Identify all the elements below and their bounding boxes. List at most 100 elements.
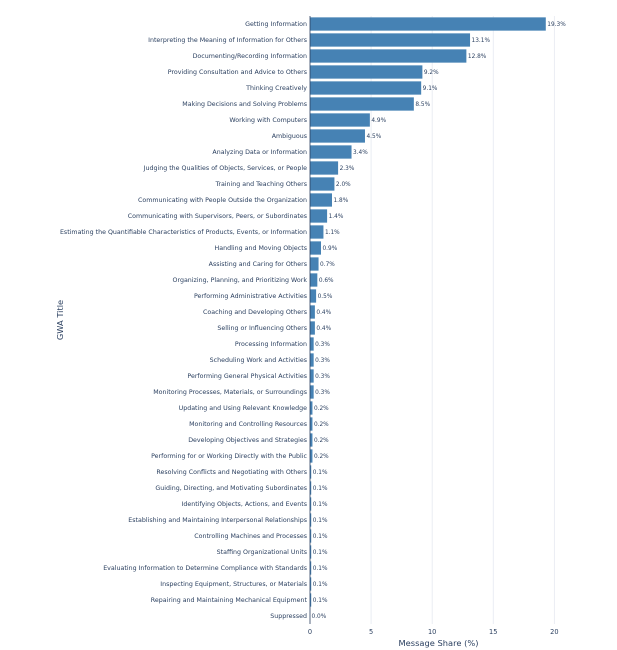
- category-label: Performing General Physical Activities: [187, 373, 307, 380]
- x-tick-label: 10: [428, 628, 436, 636]
- value-label: 1.8%: [333, 198, 348, 204]
- bar: [310, 17, 546, 30]
- bar: [310, 353, 314, 366]
- bar: [310, 225, 323, 238]
- bar: [310, 49, 466, 62]
- bar-chart: Getting InformationInterpreting the Mean…: [0, 0, 617, 650]
- category-label: Coaching and Developing Others: [203, 309, 307, 316]
- category-label: Guiding, Directing, and Motivating Subor…: [155, 485, 307, 492]
- value-label: 0.5%: [318, 294, 333, 300]
- x-axis-title: Message Share (%): [399, 638, 479, 648]
- y-axis-title: GWA Title: [55, 300, 65, 340]
- value-label: 8.5%: [415, 102, 430, 108]
- value-label: 0.1%: [313, 470, 328, 476]
- bar: [310, 241, 321, 254]
- category-label: Handling and Moving Objects: [215, 245, 307, 252]
- value-label: 1.1%: [325, 230, 340, 236]
- value-label: 0.4%: [316, 310, 331, 316]
- bar: [310, 369, 314, 382]
- category-label: Analyzing Data or Information: [212, 149, 307, 156]
- value-label: 0.1%: [313, 598, 328, 604]
- value-label: 0.3%: [315, 374, 330, 380]
- value-label: 0.1%: [313, 486, 328, 492]
- value-label: 0.6%: [319, 278, 334, 284]
- category-label: Working with Computers: [229, 117, 307, 124]
- category-label: Developing Objectives and Strategies: [188, 437, 307, 444]
- category-label: Suppressed: [270, 613, 307, 620]
- bar: [310, 385, 314, 398]
- value-label: 0.1%: [313, 550, 328, 556]
- value-label: 0.1%: [313, 502, 328, 508]
- category-label: Communicating with Supervisors, Peers, o…: [128, 213, 307, 220]
- category-label: Interpreting the Meaning of Information …: [148, 37, 307, 44]
- category-label: Making Decisions and Solving Problems: [182, 101, 307, 108]
- value-label: 0.2%: [314, 422, 329, 428]
- category-label: Thinking Creatively: [245, 85, 307, 92]
- bar: [310, 145, 352, 158]
- bar: [310, 81, 421, 94]
- bar: [310, 337, 314, 350]
- category-label: Training and Teaching Others: [214, 181, 307, 188]
- bar: [310, 113, 370, 126]
- value-label: 0.1%: [313, 566, 328, 572]
- value-label: 0.2%: [314, 454, 329, 460]
- value-label: 4.9%: [371, 118, 386, 124]
- category-label: Identifying Objects, Actions, and Events: [182, 501, 307, 508]
- category-label: Organizing, Planning, and Prioritizing W…: [173, 277, 308, 284]
- category-label: Judging the Qualities of Objects, Servic…: [143, 165, 308, 172]
- category-label: Documenting/Recording Information: [193, 53, 307, 60]
- value-label: 9.2%: [424, 70, 439, 76]
- category-label: Assisting and Caring for Others: [209, 261, 307, 268]
- value-label: 0.7%: [320, 262, 335, 268]
- category-label: Staffing Organizational Units: [217, 549, 307, 556]
- x-tick-label: 15: [489, 628, 497, 636]
- bar: [310, 177, 334, 190]
- value-label: 0.9%: [322, 246, 337, 252]
- value-label: 2.3%: [340, 166, 355, 172]
- value-labels: 19.3% 13.1% 12.8% 9.2% 9.1% 8.5% 4.9% 4.5% 3.4% 2…: [312, 22, 567, 620]
- category-label: Updating and Using Relevant Knowledge: [179, 405, 308, 412]
- x-axis-ticks: 0 5 10 15 20: [308, 628, 559, 636]
- value-label: 12.8%: [468, 54, 487, 60]
- category-label: Controlling Machines and Processes: [194, 533, 307, 540]
- value-label: 9.1%: [423, 86, 438, 92]
- category-label: Evaluating Information to Determine Comp…: [103, 565, 307, 572]
- bar: [310, 97, 414, 110]
- value-label: 4.5%: [366, 134, 381, 140]
- value-label: 13.1%: [472, 38, 491, 44]
- category-label: Monitoring and Controlling Resources: [189, 421, 307, 428]
- category-label: Establishing and Maintaining Interperson…: [128, 517, 307, 524]
- bar: [310, 193, 332, 206]
- value-label: 0.4%: [316, 326, 331, 332]
- category-label: Estimating the Quantifiable Characterist…: [60, 229, 307, 236]
- value-label: 0.2%: [314, 406, 329, 412]
- category-label: Repairing and Maintaining Mechanical Equ…: [151, 597, 308, 604]
- bar: [310, 129, 365, 142]
- value-label: 0.1%: [313, 518, 328, 524]
- value-label: 3.4%: [353, 150, 368, 156]
- category-label: Selling or Influencing Others: [217, 325, 307, 332]
- x-tick-label: 0: [308, 628, 312, 636]
- category-label: Performing Administrative Activities: [194, 293, 307, 300]
- category-label: Scheduling Work and Activities: [210, 357, 307, 364]
- value-label: 2.0%: [336, 182, 351, 188]
- x-tick-label: 5: [369, 628, 373, 636]
- bar: [310, 273, 317, 286]
- category-label: Inspecting Equipment, Structures, or Mat…: [160, 581, 307, 588]
- category-label: Performing for or Working Directly with …: [151, 453, 307, 460]
- value-label: 19.3%: [547, 22, 566, 28]
- category-labels: Getting InformationInterpreting the Mean…: [60, 21, 308, 620]
- bar: [310, 257, 319, 270]
- value-label: 0.1%: [313, 534, 328, 540]
- value-label: 0.2%: [314, 438, 329, 444]
- bar: [310, 33, 470, 46]
- bar: [310, 209, 327, 222]
- value-label: 0.3%: [315, 358, 330, 364]
- category-label: Communicating with People Outside the Or…: [138, 197, 307, 204]
- value-label: 1.4%: [329, 214, 344, 220]
- category-label: Monitoring Processes, Materials, or Surr…: [153, 389, 307, 396]
- value-label: 0.3%: [315, 342, 330, 348]
- bar: [310, 321, 315, 334]
- category-label: Ambiguous: [272, 133, 307, 140]
- bar: [310, 305, 315, 318]
